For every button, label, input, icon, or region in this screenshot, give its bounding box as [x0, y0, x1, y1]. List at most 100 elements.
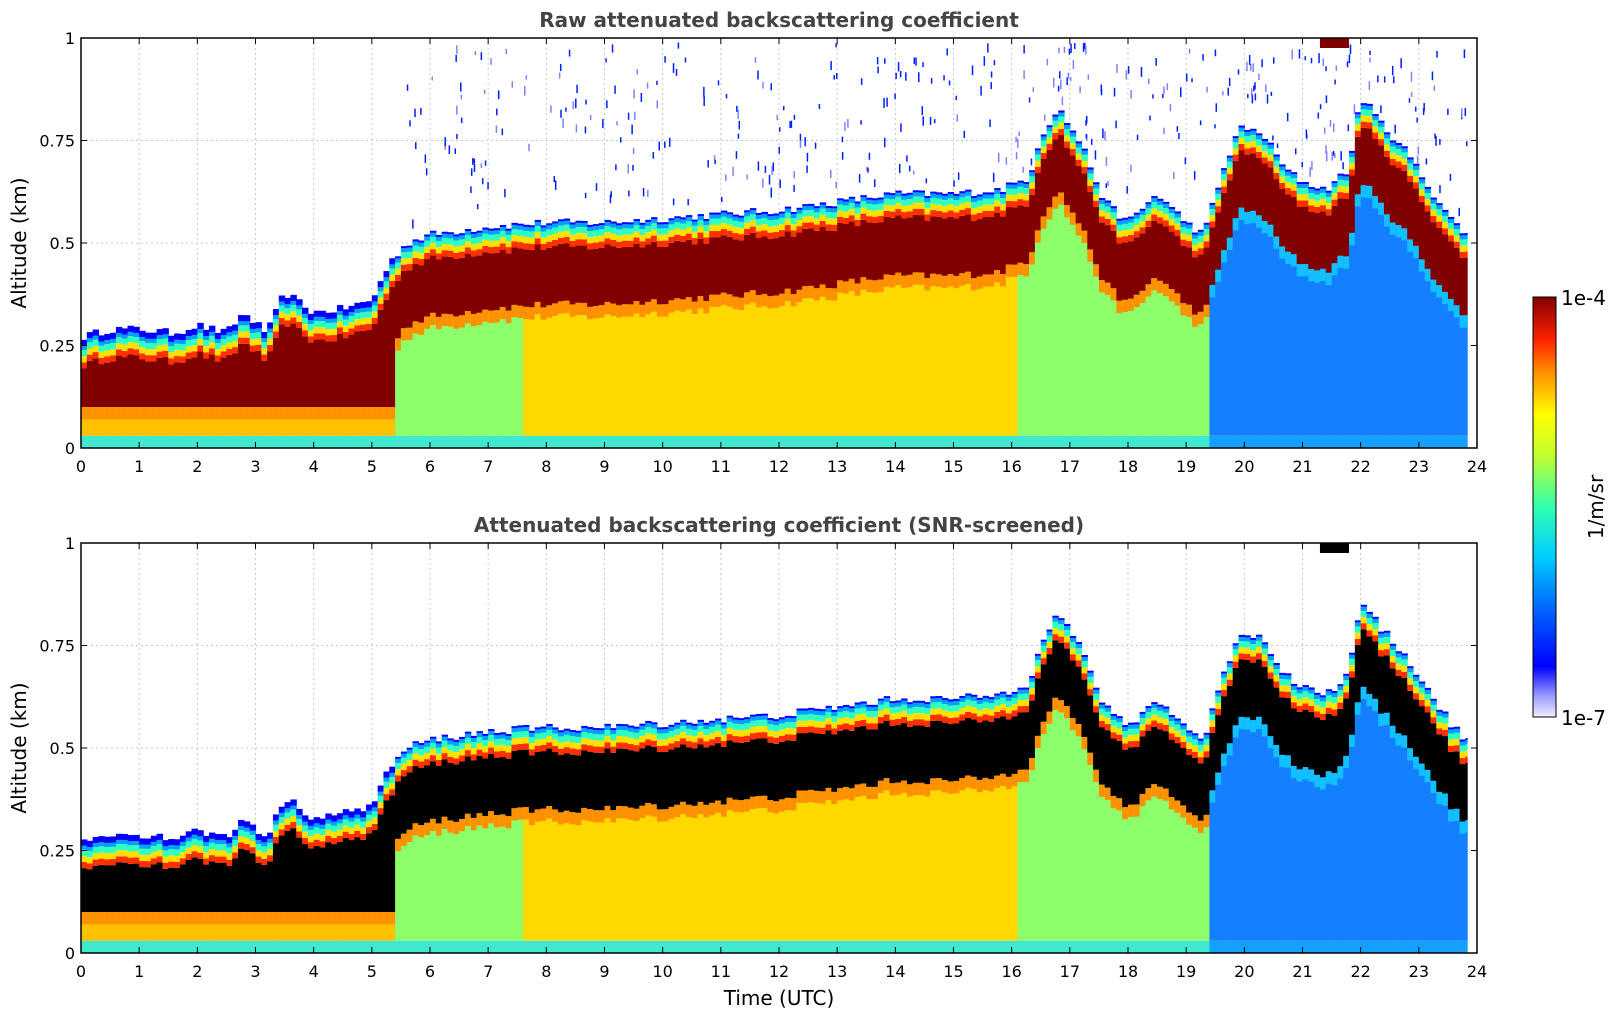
- heatmap-cell: [191, 834, 198, 839]
- heatmap-cell: [1005, 264, 1013, 277]
- heatmap-cell: [1279, 246, 1286, 436]
- heatmap-cell: [546, 940, 553, 953]
- heatmap-cell: [1383, 134, 1391, 139]
- heatmap-cell: [1110, 218, 1117, 225]
- heatmap-cell: [144, 848, 152, 855]
- heatmap-cell: [1046, 131, 1053, 138]
- heatmap-cell: [290, 815, 297, 823]
- heatmap-cell: [837, 435, 844, 448]
- heatmap-cell: [1296, 194, 1304, 201]
- heatmap-cell: [877, 700, 885, 705]
- heatmap-cell: [325, 912, 332, 941]
- heatmap-cell: [691, 225, 699, 232]
- heatmap-cell: [366, 301, 373, 308]
- noise-pixel: [1305, 133, 1308, 139]
- heatmap-cell: [278, 407, 286, 420]
- heatmap-cell: [1128, 222, 1135, 229]
- noise-pixel: [764, 165, 767, 174]
- heatmap-cell: [395, 435, 402, 448]
- heatmap-column: [1221, 671, 1228, 953]
- heatmap-cell: [918, 702, 926, 707]
- heatmap-cell: [1273, 156, 1280, 161]
- heatmap-cell: [813, 790, 821, 941]
- heatmap-cell: [1087, 682, 1094, 690]
- heatmap-cell: [354, 319, 361, 326]
- heatmap-cell: [127, 835, 134, 842]
- heatmap-column: [709, 720, 716, 953]
- heatmap-cell: [81, 839, 88, 846]
- heatmap-cell: [1098, 435, 1106, 448]
- heatmap-cell: [400, 248, 408, 253]
- heatmap-column: [592, 224, 600, 448]
- heatmap-cell: [592, 728, 600, 731]
- heatmap-cell: [633, 301, 640, 436]
- heatmap-cell: [761, 211, 768, 214]
- heatmap-cell: [1285, 691, 1292, 698]
- heatmap-cell: [1069, 717, 1077, 941]
- heatmap-column: [779, 717, 786, 953]
- heatmap-cell: [395, 762, 402, 770]
- heatmap-cell: [1046, 635, 1053, 642]
- heatmap-cell: [395, 838, 402, 941]
- heatmap-cell: [825, 940, 832, 953]
- heatmap-cell: [1110, 732, 1117, 739]
- heatmap-cell: [656, 940, 664, 953]
- heatmap-cell: [133, 845, 140, 852]
- heatmap-cell: [1244, 154, 1251, 212]
- heatmap-cell: [1052, 615, 1059, 618]
- heatmap-cell: [1285, 755, 1292, 768]
- heatmap-cell: [604, 730, 611, 737]
- heatmap-cell: [668, 726, 675, 731]
- heatmap-column: [302, 815, 309, 953]
- heatmap-cell: [168, 912, 175, 925]
- heatmap-cell: [313, 845, 321, 912]
- heatmap-cell: [459, 245, 466, 252]
- heatmap-cell: [796, 289, 803, 303]
- noise-pixel: [1018, 131, 1020, 136]
- heatmap-cell: [307, 829, 315, 837]
- heatmap-cell: [447, 234, 454, 239]
- heatmap-cell: [342, 338, 350, 407]
- heatmap-cell: [1296, 188, 1304, 195]
- heatmap-cell: [738, 800, 745, 941]
- heatmap-cell: [779, 435, 786, 448]
- heatmap-cell: [685, 734, 693, 742]
- heatmap-cell: [860, 201, 867, 208]
- heatmap-cell: [534, 745, 542, 752]
- heatmap-cell: [1180, 233, 1187, 240]
- heatmap-cell: [1180, 239, 1187, 246]
- heatmap-cell: [872, 210, 879, 217]
- heatmap-cell: [598, 235, 606, 242]
- heatmap-cell: [1098, 280, 1106, 436]
- noise-pixel: [957, 172, 960, 180]
- heatmap-cell: [1250, 650, 1257, 657]
- heatmap-cell: [284, 824, 291, 831]
- heatmap-cell: [476, 243, 483, 250]
- heatmap-column: [424, 234, 431, 448]
- heatmap-column: [453, 234, 460, 448]
- heatmap-cell: [307, 848, 315, 912]
- heatmap-cell: [168, 435, 175, 448]
- noise-pixel: [877, 66, 879, 74]
- heatmap-column: [1064, 123, 1071, 448]
- heatmap-cell: [575, 302, 582, 436]
- heatmap-cell: [1104, 282, 1112, 436]
- heatmap-cell: [203, 864, 210, 912]
- heatmap-cell: [1174, 293, 1181, 306]
- heatmap-cell: [1174, 743, 1181, 801]
- heatmap-cell: [668, 737, 675, 744]
- heatmap-column: [895, 190, 902, 448]
- heatmap-cell: [523, 306, 530, 436]
- heatmap-cell: [430, 818, 437, 832]
- heatmap-cell: [191, 912, 198, 925]
- heatmap-cell: [1128, 722, 1135, 725]
- heatmap-cell: [656, 751, 664, 810]
- heatmap-cell: [267, 344, 274, 352]
- heatmap-cell: [1296, 184, 1304, 189]
- heatmap-cell: [784, 212, 792, 219]
- heatmap-cell: [1145, 220, 1152, 227]
- heatmap-cell: [744, 741, 751, 800]
- heatmap-cell: [476, 230, 483, 233]
- heatmap-cell: [1151, 720, 1158, 727]
- noise-pixel: [1380, 105, 1382, 114]
